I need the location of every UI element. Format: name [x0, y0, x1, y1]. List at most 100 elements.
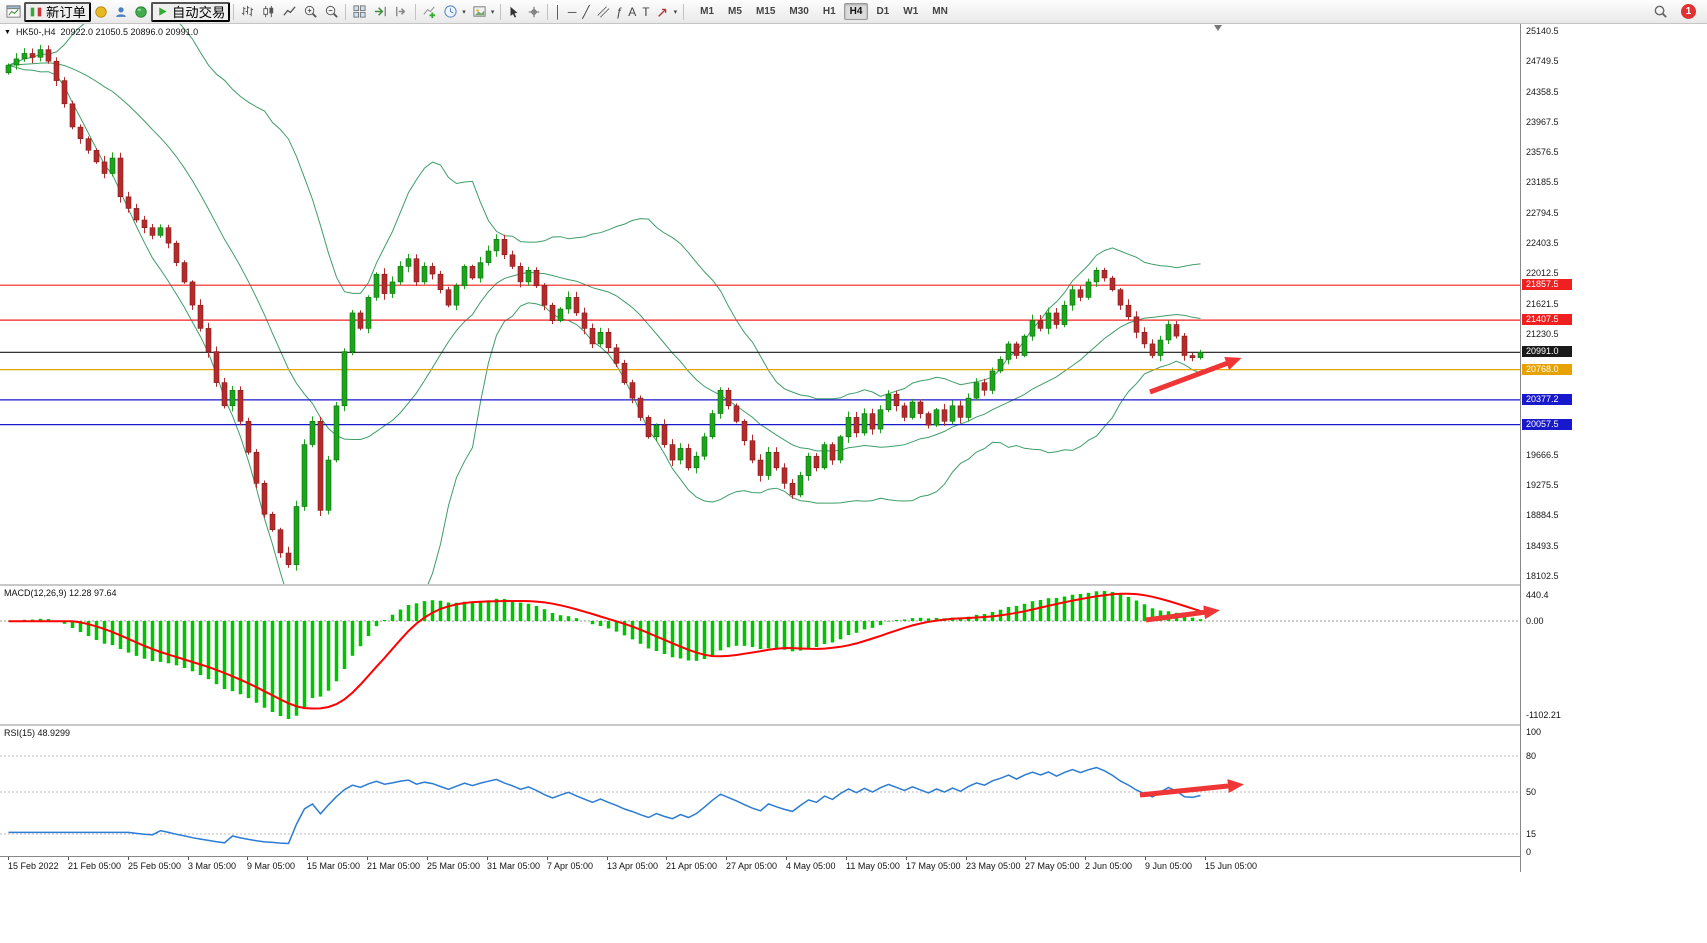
price-level-badge[interactable]: 21857.5 [1522, 279, 1572, 290]
price-level-badge[interactable]: 20768.0 [1522, 364, 1572, 375]
price-tick: 18493.5 [1526, 541, 1559, 551]
time-label: 3 Mar 05:00 [188, 861, 237, 871]
pane-divider[interactable] [0, 584, 1572, 586]
bar-chart-icon[interactable] [237, 2, 258, 22]
rsi-axis-tick: 0 [1526, 847, 1532, 857]
timeframe-w1[interactable]: W1 [903, 6, 919, 17]
time-label: 25 Feb 05:00 [128, 861, 182, 871]
chart-symbol-period: HK50-,H4 [15, 27, 56, 37]
timeframe-h4[interactable]: H4 [843, 3, 869, 20]
macd-axis-tick: 440.4 [1526, 590, 1549, 600]
auto-scroll-icon[interactable] [370, 2, 391, 22]
time-label: 21 Apr 05:00 [666, 861, 718, 871]
market-icon[interactable] [131, 2, 151, 22]
price-level-badge[interactable]: 20991.0 [1522, 346, 1572, 357]
time-tick [906, 857, 907, 860]
main-chart-pane[interactable]: ▼ HK50-,H4 20922.0 21050.5 20896.0 20991… [0, 24, 1520, 584]
macd-pane[interactable]: MACD(12,26,9) 12.28 97.64 [0, 586, 1520, 724]
horizontal-line-tool-icon[interactable]: ─ [567, 4, 577, 19]
mql-community-icon[interactable] [91, 2, 111, 22]
time-label: 31 Mar 05:00 [487, 861, 541, 871]
timeframe-d1[interactable]: D1 [876, 6, 890, 17]
time-label: 17 May 05:00 [906, 861, 961, 871]
time-label: 11 May 05:00 [846, 861, 900, 871]
time-label: 13 Apr 05:00 [607, 861, 659, 871]
new-order-button[interactable]: 新订单 [24, 1, 91, 22]
profile-icon[interactable] [111, 2, 131, 22]
time-label: 25 Mar 05:00 [427, 861, 481, 871]
timeframe-mn[interactable]: MN [932, 6, 948, 17]
indicators-icon[interactable] [419, 2, 440, 22]
time-label: 21 Feb 05:00 [68, 861, 122, 871]
price-tick: 24749.5 [1526, 56, 1559, 66]
fibonacci-tool-icon[interactable]: ƒ [615, 4, 623, 19]
chart-window: ▼ HK50-,H4 20922.0 21050.5 20896.0 20991… [0, 24, 1572, 872]
toolbar-separator [415, 3, 417, 20]
chart-shift-icon[interactable] [391, 2, 412, 22]
time-tick [68, 857, 69, 860]
timeframe-m1[interactable]: M1 [700, 6, 715, 17]
time-tick [607, 857, 608, 860]
drawn-arrow-annotation[interactable] [1149, 356, 1242, 395]
time-tick [487, 857, 488, 860]
crosshair-icon[interactable] [524, 2, 544, 22]
tile-windows-icon[interactable] [349, 2, 370, 22]
time-tick [188, 857, 189, 860]
time-tick [8, 857, 9, 860]
timeframe-h1[interactable]: H1 [822, 6, 836, 17]
new-order-icon [29, 5, 43, 19]
periods-icon[interactable]: ▾ [440, 2, 469, 22]
autotrading-play-icon [156, 5, 169, 18]
time-tick [726, 857, 727, 860]
time-tick [1205, 857, 1206, 860]
time-tick [547, 857, 548, 860]
notification-badge[interactable]: 1 [1681, 4, 1696, 19]
channel-tool-icon[interactable] [593, 2, 613, 22]
price-tick: 22403.5 [1526, 238, 1559, 248]
trendline-tool-icon[interactable]: ╱ [582, 4, 590, 19]
rsi-axis-tick: 100 [1526, 727, 1542, 737]
price-tick: 25140.5 [1526, 26, 1559, 36]
arrow-tool-icon[interactable]: ▾ [653, 2, 681, 22]
price-level-lines[interactable] [0, 284, 1520, 426]
rsi-axis-tick: 80 [1526, 751, 1537, 761]
chart-window-icon[interactable] [3, 2, 24, 22]
toolbar-separator [683, 3, 685, 20]
time-label: 7 Apr 05:00 [547, 861, 594, 871]
timeframe-m30[interactable]: M30 [789, 6, 809, 17]
chart-menu-icon[interactable]: ▼ [4, 28, 11, 36]
rsi-axis-tick: 50 [1526, 787, 1537, 797]
chart-ohlc-values: 20922.0 21050.5 20896.0 20991.0 [60, 27, 199, 37]
search-icon[interactable] [1650, 2, 1671, 22]
candlestick-chart-icon[interactable] [258, 2, 279, 22]
time-label: 27 May 05:00 [1025, 861, 1080, 871]
time-label: 15 Mar 05:00 [307, 861, 361, 871]
templates-icon[interactable]: ▾ [469, 2, 498, 22]
time-tick [1025, 857, 1026, 860]
price-level-badge[interactable]: 20377.2 [1522, 394, 1572, 405]
price-level-badge[interactable]: 20057.5 [1522, 419, 1572, 430]
zoom-out-icon[interactable] [321, 2, 342, 22]
time-axis[interactable]: 15 Feb 2022 21 Feb 05:00 25 Feb 05:00 3 Mar… [0, 856, 1572, 872]
timeframe-m5[interactable]: M5 [728, 6, 742, 17]
drawn-arrow-annotation[interactable] [1139, 779, 1244, 798]
price-level-badge[interactable]: 21407.5 [1522, 314, 1572, 325]
autotrading-button[interactable]: 自动交易 [150, 1, 231, 22]
chart-shift-marker[interactable] [1214, 25, 1222, 31]
chevron-down-icon: ▾ [673, 8, 678, 16]
pane-divider[interactable] [0, 724, 1572, 726]
drawn-arrow-annotation[interactable] [1145, 605, 1220, 623]
label-tool-icon[interactable]: T [642, 4, 650, 19]
chevron-down-icon: ▾ [462, 8, 466, 16]
price-axis[interactable]: 25140.5 24749.5 24358.5 23967.5 23576.5 23185… [1520, 24, 1572, 872]
cursor-icon[interactable] [504, 2, 524, 22]
text-tool-icon[interactable]: A [628, 4, 637, 19]
rsi-pane[interactable]: RSI(15) 48.9299 [0, 726, 1520, 856]
timeframe-m15[interactable]: M15 [755, 6, 776, 17]
line-chart-icon[interactable] [279, 2, 300, 22]
rsi-axis-tick: 15 [1526, 829, 1537, 839]
price-tick: 18102.5 [1526, 571, 1559, 581]
zoom-in-icon[interactable] [300, 2, 321, 22]
vertical-line-tool-icon[interactable]: │ [554, 4, 562, 19]
